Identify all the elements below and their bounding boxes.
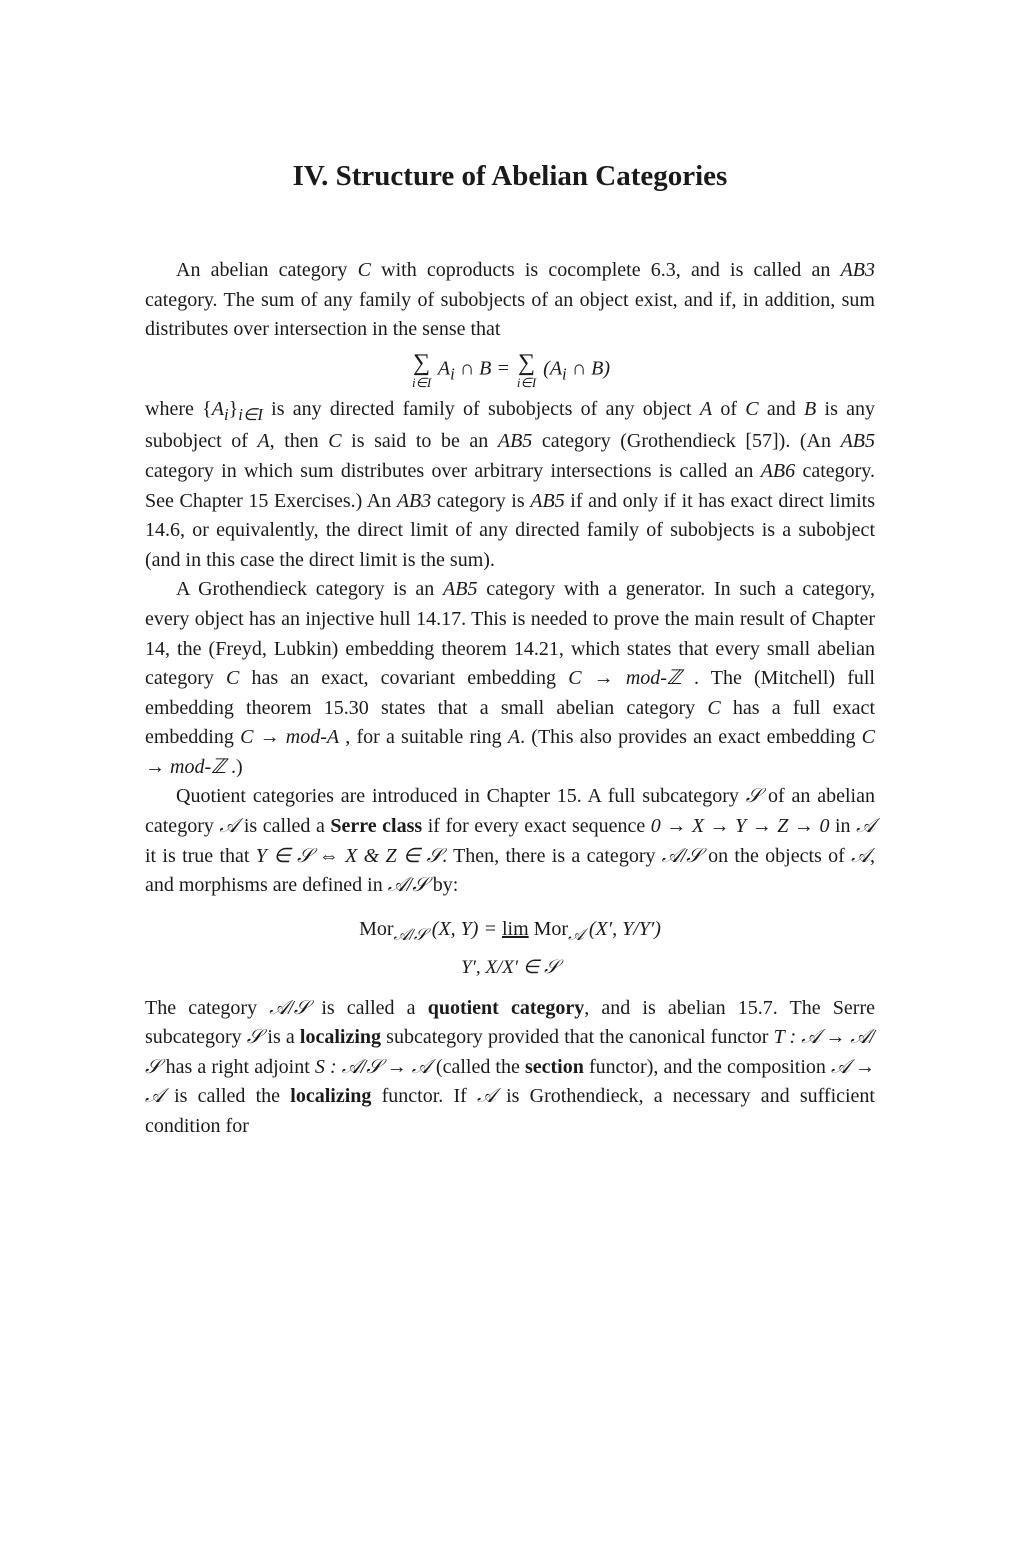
text: it is true that bbox=[145, 845, 256, 867]
serre-class: Serre class bbox=[330, 815, 422, 837]
text: , for a suitable ring bbox=[339, 726, 508, 748]
equation-2: Mor𝒜/𝒮 (X, Y) = lim Mor𝒜 (X′, Y/Y′) bbox=[145, 915, 875, 948]
ab5c: AB5 bbox=[530, 490, 564, 512]
text: An abelian category bbox=[176, 259, 358, 281]
ab6: AB6 bbox=[761, 460, 795, 482]
text: if for every exact sequence bbox=[422, 815, 651, 837]
text: of bbox=[712, 398, 745, 420]
script-A: 𝒜 bbox=[219, 815, 238, 837]
embedding-2: C → mod-A bbox=[240, 726, 339, 748]
script-S: 𝒮 bbox=[247, 1026, 262, 1048]
equation-1: ∑i∈I Ai ∩ B = ∑i∈I (Ai ∩ B) bbox=[145, 351, 875, 389]
text: on the objects of bbox=[702, 845, 851, 867]
text: is called a bbox=[309, 997, 428, 1019]
text: by: bbox=[428, 874, 459, 896]
sub-a: 𝒜 bbox=[568, 925, 584, 944]
text: , then bbox=[270, 430, 329, 452]
paragraph-4: Quotient categories are introduced in Ch… bbox=[145, 782, 875, 900]
C: C bbox=[226, 667, 239, 689]
text: has a right adjoint bbox=[160, 1056, 314, 1078]
ab3: AB3 bbox=[841, 259, 875, 281]
paragraph-1: An abelian category C with coproducts is… bbox=[145, 256, 875, 345]
A2: A bbox=[257, 430, 269, 452]
text: category in which sum distributes over a… bbox=[145, 460, 761, 482]
exact-seq: 0 → X → Y → Z → 0 bbox=[651, 815, 830, 837]
lim: lim bbox=[502, 918, 529, 940]
sum-symbol: ∑i∈I bbox=[412, 351, 431, 389]
args2: (X′, Y/Y′) bbox=[584, 918, 661, 940]
text: Quotient categories are introduced in Ch… bbox=[176, 785, 746, 807]
text: .) bbox=[226, 756, 243, 778]
text: . Then, there is a category bbox=[442, 845, 662, 867]
chapter-title: IV. Structure of Abelian Categories bbox=[145, 155, 875, 198]
equation-2-line2: Y′, X/X′ ∈ 𝒮 bbox=[145, 954, 875, 982]
AS: 𝒜/𝒮 bbox=[269, 997, 309, 1019]
text: where { bbox=[145, 398, 212, 420]
mor: Mor bbox=[359, 918, 393, 940]
ab3: AB3 bbox=[397, 490, 431, 512]
script-A3: 𝒜 bbox=[851, 845, 870, 867]
C2: C bbox=[328, 430, 341, 452]
text: functor), and the composition bbox=[584, 1056, 831, 1078]
text: (called the bbox=[431, 1056, 525, 1078]
eq-text: (A bbox=[538, 357, 562, 379]
text: with coproducts is cocomplete 6.3, and i… bbox=[371, 259, 841, 281]
ab5: AB5 bbox=[498, 430, 532, 452]
script-A2: 𝒜 bbox=[856, 815, 875, 837]
text: category is bbox=[431, 490, 530, 512]
C2: C bbox=[707, 697, 720, 719]
sub-as: 𝒜/𝒮 bbox=[394, 925, 427, 944]
section: section bbox=[525, 1056, 584, 1078]
text: . (This also provides an exact embedding bbox=[520, 726, 862, 748]
ab5: AB5 bbox=[443, 578, 477, 600]
eq-text: A bbox=[433, 357, 450, 379]
args1: (X, Y) = bbox=[427, 918, 502, 940]
text: is called the bbox=[164, 1085, 290, 1107]
localizing-functor: localizing bbox=[290, 1085, 371, 1107]
functor-S: S : 𝒜/𝒮 → 𝒜 bbox=[315, 1056, 431, 1078]
script-S: 𝒮 bbox=[746, 785, 761, 807]
eq-text: ∩ B) bbox=[567, 357, 610, 379]
ab5b: AB5 bbox=[841, 430, 875, 452]
text: is called a bbox=[238, 815, 330, 837]
sub-iel: i∈I bbox=[238, 405, 263, 424]
Ai: A bbox=[212, 398, 224, 420]
B: B bbox=[804, 398, 816, 420]
paragraph-5: The category 𝒜/𝒮 is called a quotient ca… bbox=[145, 994, 875, 1142]
text: The category bbox=[145, 997, 269, 1019]
script-A: 𝒜 bbox=[477, 1085, 496, 1107]
localizing: localizing bbox=[300, 1026, 381, 1048]
AS: 𝒜/𝒮 bbox=[662, 845, 702, 867]
text: is said to be an bbox=[342, 430, 498, 452]
text: is a bbox=[262, 1026, 300, 1048]
A: A bbox=[700, 398, 712, 420]
brace: } bbox=[229, 398, 239, 420]
text: has an exact, covariant embedding bbox=[239, 667, 568, 689]
paragraph-3: A Grothendieck category is an AB5 catego… bbox=[145, 575, 875, 782]
C: C bbox=[745, 398, 758, 420]
text: is any directed family of subobjects of … bbox=[263, 398, 700, 420]
embedding-1: C → mod-ℤ bbox=[568, 667, 682, 689]
eq-text: ∩ B = bbox=[455, 357, 515, 379]
mor2: Mor bbox=[529, 918, 568, 940]
text: category (Grothendieck [57]). (An bbox=[532, 430, 840, 452]
math-C: C bbox=[358, 259, 371, 281]
text: and bbox=[759, 398, 804, 420]
A: A bbox=[508, 726, 520, 748]
quotient-category: quotient category bbox=[428, 997, 585, 1019]
paragraph-2: where {Ai}i∈I is any directed family of … bbox=[145, 395, 875, 576]
AS2: 𝒜/𝒮 bbox=[388, 874, 428, 896]
text: functor. If bbox=[371, 1085, 477, 1107]
text: in bbox=[829, 815, 856, 837]
text: A Grothendieck category is an bbox=[176, 578, 443, 600]
condition: Y ∈ 𝒮 ⇔ X & Z ∈ 𝒮 bbox=[256, 845, 442, 867]
text: category. The sum of any family of subob… bbox=[145, 289, 875, 341]
sum-symbol: ∑i∈I bbox=[517, 351, 536, 389]
text: subcategory provided that the canoni­cal… bbox=[381, 1026, 774, 1048]
